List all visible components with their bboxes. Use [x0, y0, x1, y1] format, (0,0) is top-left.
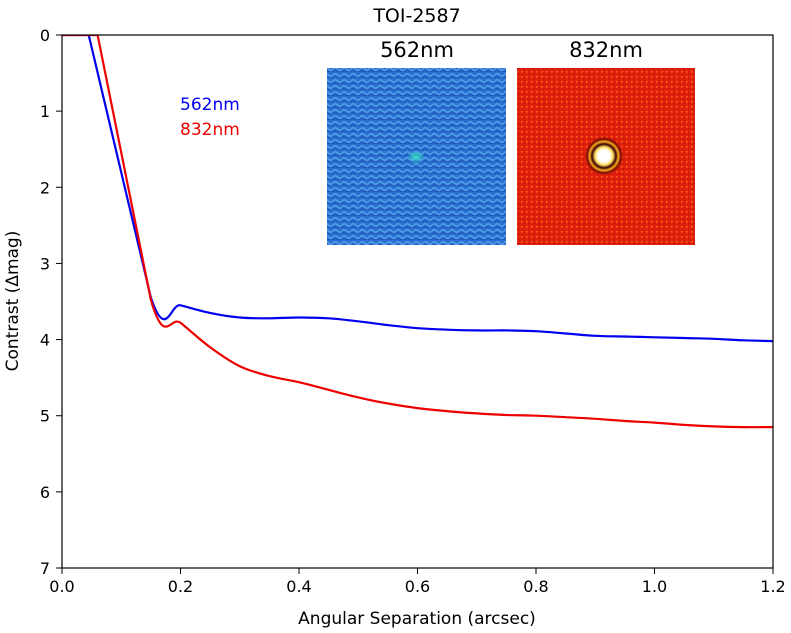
speckle-star-832nm [584, 136, 624, 176]
legend: 562nm 832nm [180, 95, 240, 140]
y-tick-label: 2 [40, 178, 50, 197]
x-axis-label: Angular Separation (arcsec) [298, 609, 536, 629]
inset-label-562nm: 562nm [380, 38, 454, 62]
speckle-center-562nm [407, 150, 425, 164]
y-tick-label: 4 [40, 331, 50, 350]
x-axis: 0.0 0.2 0.4 0.6 0.8 1.0 1.2 [49, 568, 786, 596]
y-tick-label: 0 [40, 26, 50, 45]
x-tick-label: 0.8 [523, 577, 548, 596]
legend-entry-832nm: 832nm [180, 120, 240, 140]
y-axis: 0 1 2 3 4 5 6 7 [40, 26, 62, 578]
inset-562nm: 562nm [327, 38, 506, 245]
x-tick-label: 1.0 [642, 577, 667, 596]
y-tick-label: 6 [40, 483, 50, 502]
x-tick-label: 1.2 [760, 577, 785, 596]
y-tick-label: 3 [40, 254, 50, 273]
y-tick-label: 5 [40, 407, 50, 426]
inset-label-832nm: 832nm [569, 38, 643, 62]
chart-title: TOI-2587 [372, 5, 460, 27]
y-tick-label: 1 [40, 102, 50, 121]
series-line-832nm [62, 35, 773, 429]
x-tick-label: 0.2 [168, 577, 193, 596]
y-tick-label: 7 [40, 559, 50, 578]
inset-832nm: 832nm [517, 38, 695, 245]
x-tick-label: 0.4 [286, 577, 311, 596]
series-line-562nm [62, 35, 773, 343]
x-tick-label: 0.6 [405, 577, 430, 596]
series-group [62, 35, 773, 429]
inset-images: 562nm 832nm [327, 38, 695, 245]
x-tick-label: 0.0 [49, 577, 74, 596]
y-axis-label: Contrast (Δmag) [3, 231, 23, 372]
legend-entry-562nm: 562nm [180, 95, 240, 115]
